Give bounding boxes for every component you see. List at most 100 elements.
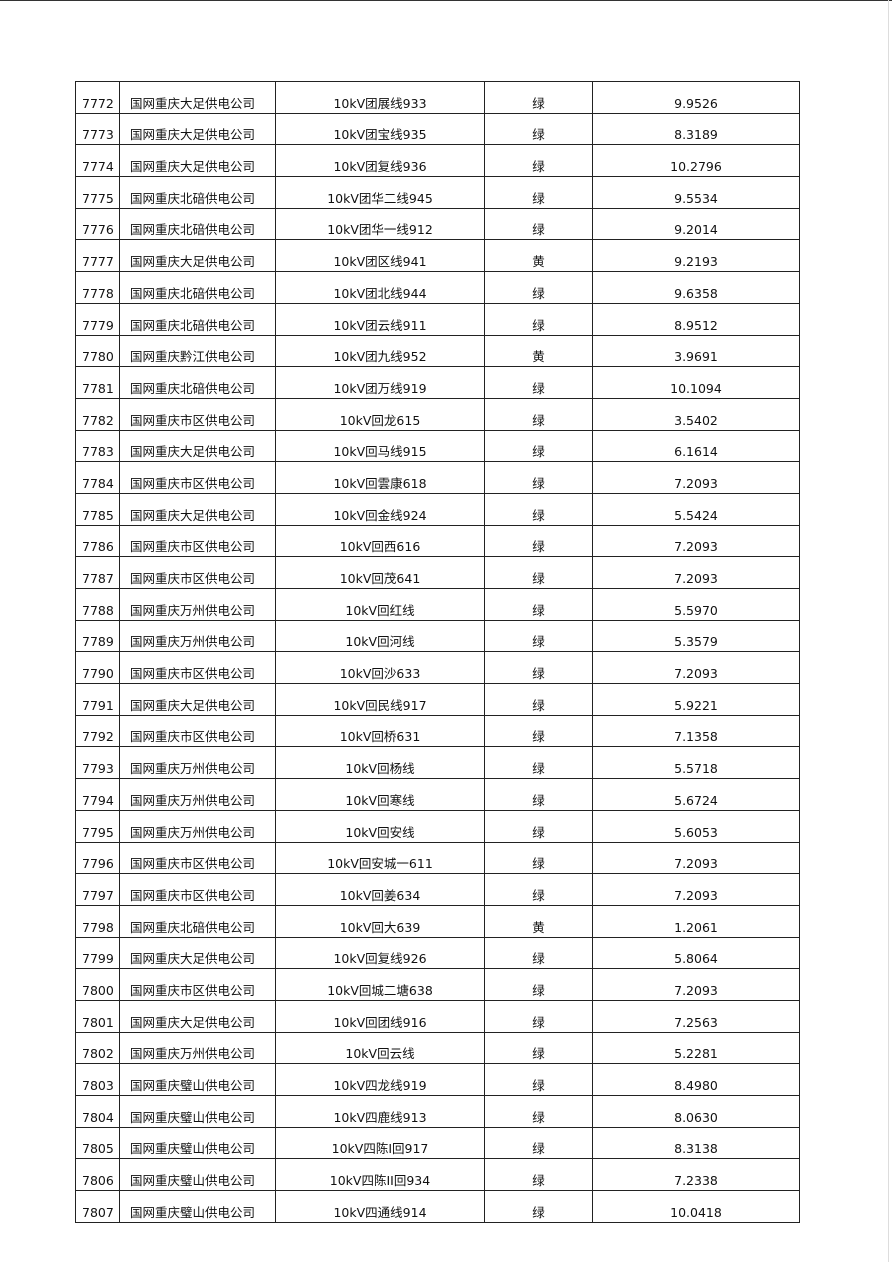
company-name-cell: 国网重庆市区供电公司 [119,461,276,494]
value-cell: 9.6358 [592,271,800,304]
table-row: 7783 国网重庆大足供电公司 10kV回马线915 绿 6.1614 [75,429,800,463]
value-cell: 7.2093 [592,651,800,685]
line-name-cell: 10kV团云线911 [275,302,485,336]
status-color-cell: 绿 [484,651,593,685]
value-cell: 6.1614 [592,429,800,463]
row-number-cell: 7791 [75,683,120,716]
value-cell: 5.3579 [592,619,800,653]
value-cell: 8.4980 [592,1063,800,1096]
row-number-cell: 7775 [75,176,120,209]
row-number-cell: 7799 [75,936,120,970]
value-cell: 5.5718 [592,746,800,780]
table-row: 7782 国网重庆市区供电公司 10kV回龙615 绿 3.5402 [75,397,800,431]
company-name-cell: 国网重庆黔江供电公司 [119,334,276,368]
line-name-cell: 10kV团复线936 [275,144,485,178]
row-number-cell: 7773 [75,112,120,146]
table-row: 7790 国网重庆市区供电公司 10kV回沙633 绿 7.2093 [75,651,800,685]
status-color-cell: 黄 [484,904,593,938]
status-color-cell: 绿 [484,461,593,494]
row-number-cell: 7788 [75,588,120,621]
table-row: 7793 国网重庆万州供电公司 10kV回杨线绿 5.5718 [75,746,800,780]
value-cell: 5.5424 [592,492,800,526]
company-name-cell: 国网重庆万州供电公司 [119,588,276,621]
table-row: 7776 国网重庆北碚供电公司 10kV团华一线912 绿 9.2014 [75,207,800,241]
data-table: 7772 国网重庆大足供电公司 10kV团展线933 绿 9.9526 7773 国网重庆大… [75,81,800,1223]
row-number-cell: 7806 [75,1158,120,1192]
status-color-cell: 绿 [484,1158,593,1192]
row-number-cell: 7796 [75,841,120,875]
value-cell: 10.2796 [592,144,800,178]
company-name-cell: 国网重庆北碚供电公司 [119,366,276,399]
status-color-cell: 绿 [484,366,593,399]
row-number-cell: 7779 [75,302,120,336]
row-number-cell: 7789 [75,619,120,653]
value-cell: 7.1358 [592,714,800,748]
status-color-cell: 绿 [484,588,593,621]
value-cell: 7.2093 [592,841,800,875]
row-number-cell: 7786 [75,524,120,558]
company-name-cell: 国网重庆市区供电公司 [119,714,276,748]
row-number-cell: 7774 [75,144,120,178]
company-name-cell: 国网重庆市区供电公司 [119,556,276,589]
row-number-cell: 7776 [75,207,120,241]
company-name-cell: 国网重庆大足供电公司 [119,239,276,273]
row-number-cell: 7802 [75,1031,120,1065]
status-color-cell: 绿 [484,746,593,780]
company-name-cell: 国网重庆万州供电公司 [119,619,276,653]
row-number-cell: 7805 [75,1126,120,1160]
line-name-cell: 10kV团华二线945 [275,176,485,209]
row-number-cell: 7800 [75,968,120,1001]
table-row: 7785 国网重庆大足供电公司 10kV回金线924 绿 5.5424 [75,492,800,526]
company-name-cell: 国网重庆璧山供电公司 [119,1190,276,1223]
value-cell: 7.2338 [592,1158,800,1192]
table-row: 7800 国网重庆市区供电公司 10kV回城二塘638 绿 7.2093 [75,968,800,1001]
status-color-cell: 绿 [484,809,593,843]
company-name-cell: 国网重庆大足供电公司 [119,492,276,526]
row-number-cell: 7772 [75,81,120,114]
table-row: 7775 国网重庆北碚供电公司 10kV团华二线945 绿 9.5534 [75,176,800,209]
table-row: 7807 国网重庆璧山供电公司 10kV四通线914 绿 10.0418 [75,1190,800,1223]
value-cell: 3.9691 [592,334,800,368]
company-name-cell: 国网重庆北碚供电公司 [119,271,276,304]
value-cell: 9.2014 [592,207,800,241]
table-row: 7791 国网重庆大足供电公司 10kV回民线917 绿 5.9221 [75,683,800,716]
status-color-cell: 绿 [484,112,593,146]
company-name-cell: 国网重庆璧山供电公司 [119,1063,276,1096]
line-name-cell: 10kV回金线924 [275,492,485,526]
value-cell: 5.9221 [592,683,800,716]
line-name-cell: 10kV团华一线912 [275,207,485,241]
status-color-cell: 绿 [484,271,593,304]
table-row: 7798 国网重庆北碚供电公司 10kV回大639 黄 1.2061 [75,904,800,938]
status-color-cell: 黄 [484,334,593,368]
row-number-cell: 7777 [75,239,120,273]
value-cell: 10.0418 [592,1190,800,1223]
company-name-cell: 国网重庆市区供电公司 [119,968,276,1001]
row-number-cell: 7803 [75,1063,120,1096]
line-name-cell: 10kV回杨线 [275,746,485,780]
value-cell: 5.6053 [592,809,800,843]
status-color-cell: 绿 [484,683,593,716]
line-name-cell: 10kV回民线917 [275,683,485,716]
status-color-cell: 绿 [484,1190,593,1223]
table-row: 7774 国网重庆大足供电公司 10kV团复线936 绿 10.2796 [75,144,800,178]
status-color-cell: 绿 [484,176,593,209]
row-number-cell: 7795 [75,809,120,843]
company-name-cell: 国网重庆万州供电公司 [119,1031,276,1065]
status-color-cell: 绿 [484,714,593,748]
table-row: 7794 国网重庆万州供电公司 10kV回寒线绿 5.6724 [75,778,800,811]
line-name-cell: 10kV四龙线919 [275,1063,485,1096]
status-color-cell: 绿 [484,1095,593,1128]
table-row: 7804 国网重庆璧山供电公司 10kV四鹿线913 绿 8.0630 [75,1095,800,1128]
status-color-cell: 绿 [484,873,593,906]
line-name-cell: 10kV回大639 [275,904,485,938]
row-number-cell: 7797 [75,873,120,906]
table-body: 7772 国网重庆大足供电公司 10kV团展线933 绿 9.9526 7773 国网重庆大… [75,81,800,1223]
table-row: 7778 国网重庆北碚供电公司 10kV团北线944 绿 9.6358 [75,271,800,304]
table-row: 7788 国网重庆万州供电公司 10kV回红线绿 5.5970 [75,588,800,621]
row-number-cell: 7785 [75,492,120,526]
company-name-cell: 国网重庆大足供电公司 [119,429,276,463]
line-name-cell: 10kV回马线915 [275,429,485,463]
row-number-cell: 7807 [75,1190,120,1223]
status-color-cell: 绿 [484,207,593,241]
line-name-cell: 10kV团展线933 [275,81,485,114]
